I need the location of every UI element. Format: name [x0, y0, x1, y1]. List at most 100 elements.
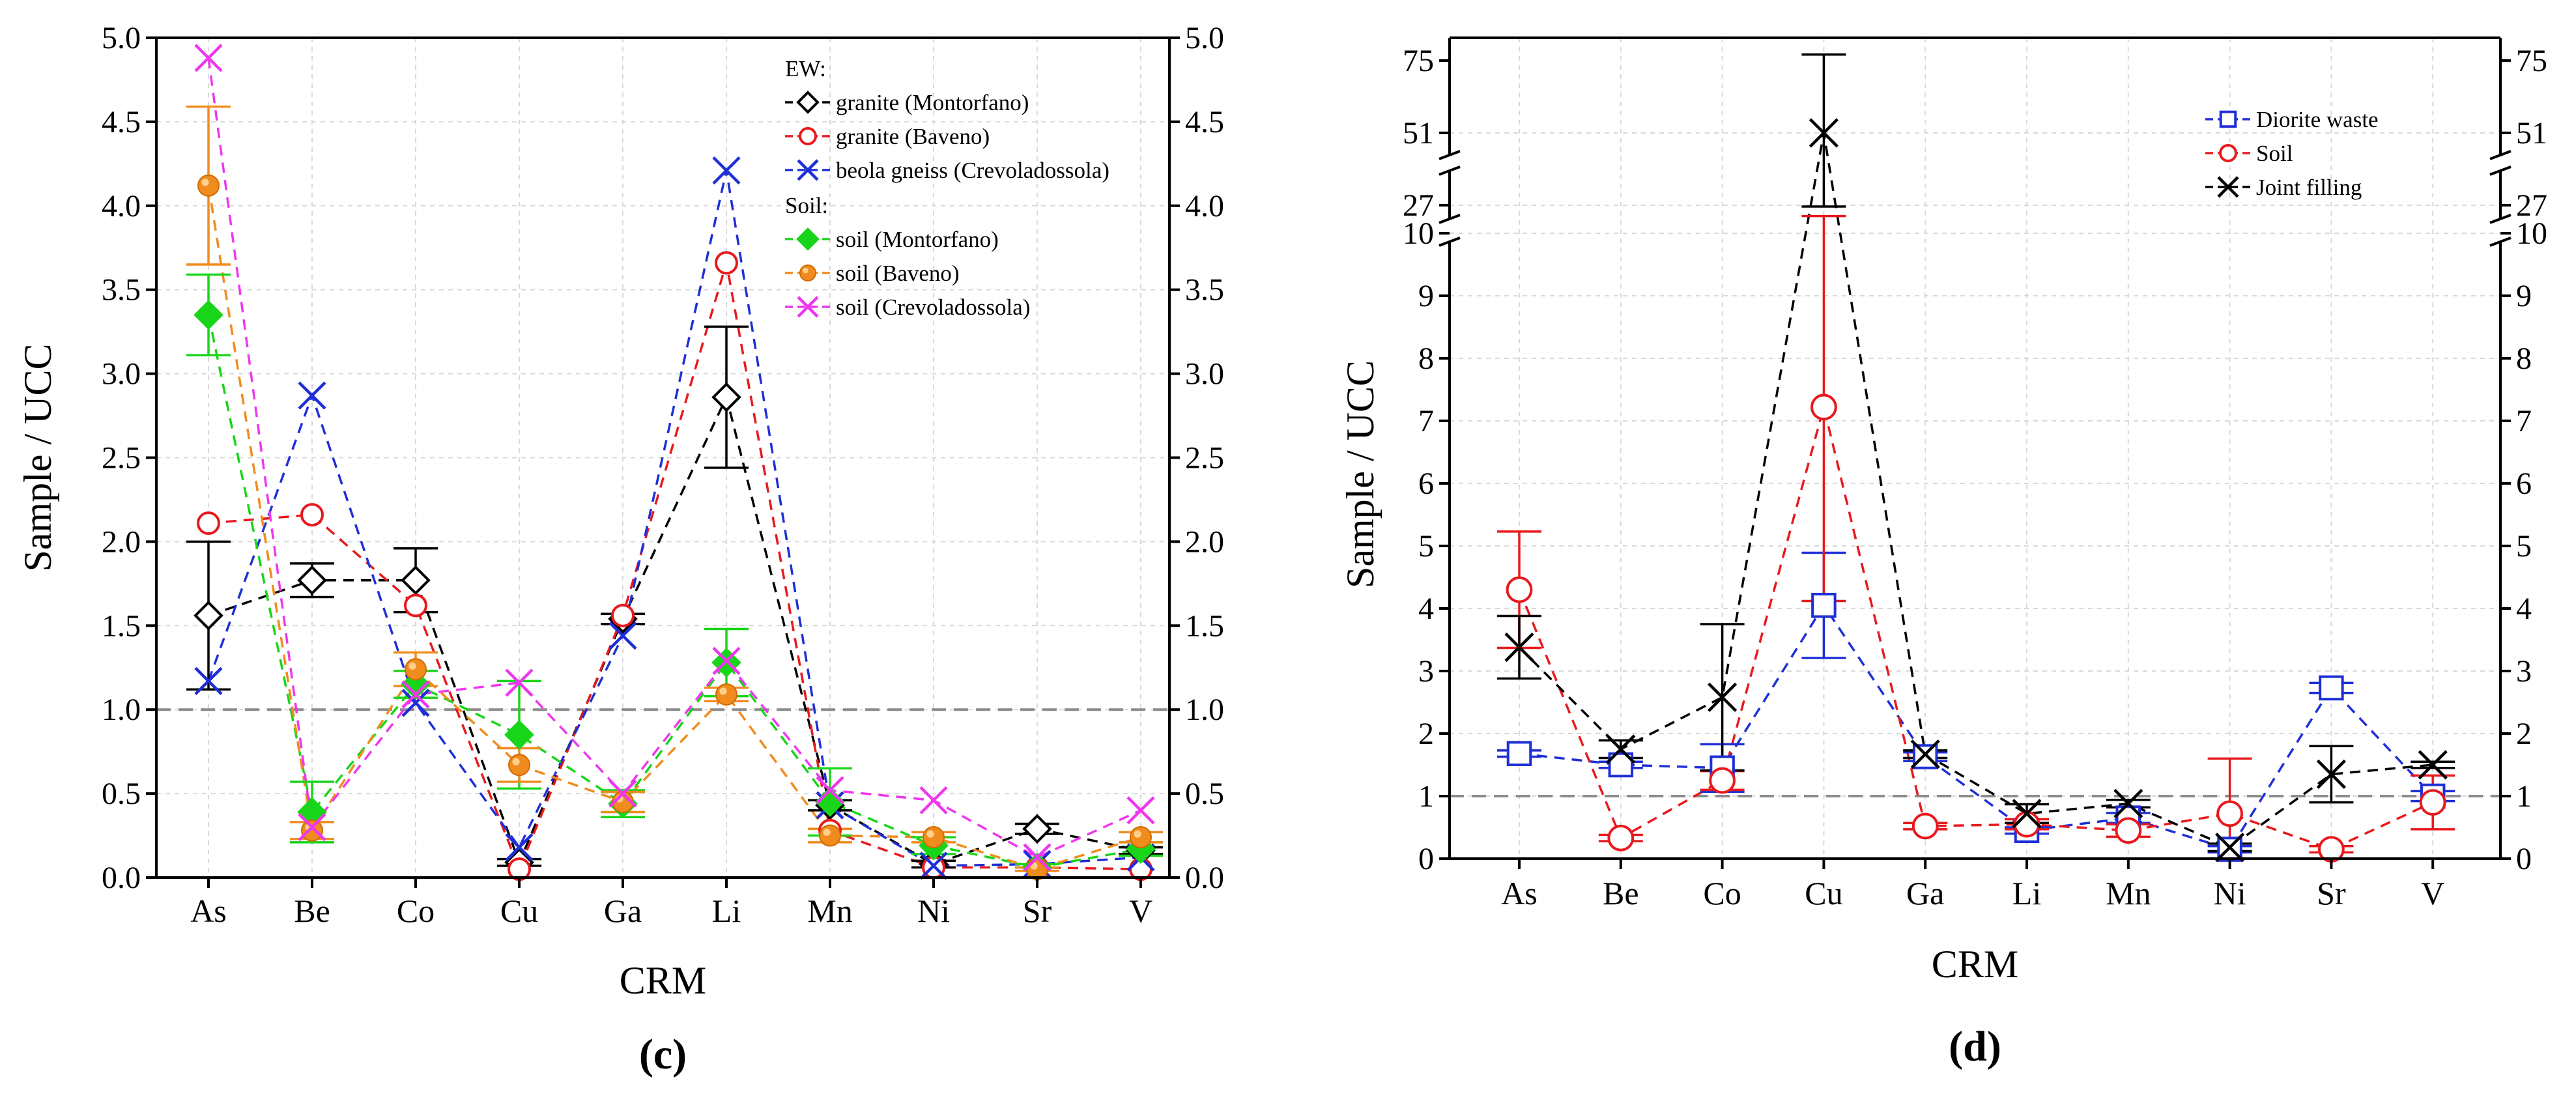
x-tick-label: Sr: [2317, 875, 2346, 911]
marker: [301, 819, 323, 842]
marker: [608, 622, 637, 650]
x-tick-label: Ni: [917, 893, 950, 929]
y-tick-label-right: 2.5: [1185, 441, 1224, 476]
y-tick-label: 0.5: [102, 777, 141, 811]
y-tick-label: 7: [1418, 404, 1434, 438]
y-tick-label-right: 4.0: [1185, 189, 1224, 223]
y-tick-label: 3.5: [102, 273, 141, 307]
y-tick-label-right: 6: [2516, 466, 2532, 501]
y-tick-label: 4.5: [102, 105, 141, 139]
legend-entry: soil (Crevoladossola): [836, 294, 1030, 320]
y-tick-label: 3: [1418, 654, 1434, 689]
y-tick-label: 1.5: [102, 608, 141, 643]
y-tick-label: 5.0: [102, 21, 141, 55]
marker: [2219, 144, 2237, 162]
marker: [715, 251, 738, 275]
x-axis-title: CRM: [1932, 943, 2018, 986]
marker: [297, 565, 327, 595]
y-tick-label: 51: [1403, 116, 1434, 150]
y-tick-label-right: 8: [2516, 341, 2532, 376]
x-tick-label: Mn: [2106, 875, 2151, 911]
y-tick-label-right: 2: [2516, 717, 2532, 751]
marker: [799, 265, 816, 281]
marker: [197, 511, 220, 536]
marker: [1606, 734, 1636, 764]
axis-break-mark: [2489, 236, 2512, 247]
marker-highlight: [926, 830, 934, 838]
series-line-2: [207, 170, 1141, 867]
series-line-5: [207, 57, 1141, 859]
marker: [197, 174, 220, 197]
legend-group-label: EW:: [785, 56, 826, 81]
y-tick-label-right: 3: [2516, 654, 2532, 689]
legend-group-label: Soil:: [785, 193, 828, 218]
marker: [401, 680, 430, 709]
marker: [1708, 682, 1738, 712]
x-tick-label: Cu: [1805, 875, 1842, 911]
y-tick-label: 6: [1418, 466, 1434, 501]
y-tick-label-right: 27: [2516, 188, 2547, 223]
marker: [2418, 750, 2448, 780]
y-tick-label: 0.0: [102, 861, 141, 895]
y-tick-label-right: 4.5: [1185, 105, 1224, 139]
marker: [1023, 843, 1052, 872]
x-tick-label: Mn: [807, 893, 852, 929]
marker: [2216, 800, 2244, 827]
marker: [1709, 767, 1736, 794]
x-tick-label: Cu: [500, 893, 538, 929]
marker: [401, 689, 430, 717]
marker: [1809, 118, 1839, 148]
y-tick-label: 3.0: [102, 357, 141, 392]
marker: [611, 603, 635, 627]
marker: [298, 813, 326, 842]
marker: [2012, 799, 2042, 829]
marker: [919, 851, 948, 880]
marker: [508, 754, 530, 777]
y-tick-label-right: 3.0: [1185, 357, 1224, 392]
marker: [194, 666, 223, 695]
series-line-4: [207, 185, 1141, 870]
marker: [1130, 826, 1152, 849]
series-line-3: [207, 315, 1141, 869]
marker: [796, 227, 820, 251]
y-tick-label-right: 9: [2516, 279, 2532, 313]
axis-break-mark: [1438, 165, 1461, 176]
marker: [608, 779, 637, 808]
y-tick-label-right: 2.0: [1185, 524, 1224, 559]
y-tick-label-right: 1.5: [1185, 608, 1224, 643]
legend-entry: granite (Baveno): [836, 124, 990, 149]
marker: [504, 720, 534, 750]
marker: [298, 381, 326, 410]
marker: [1506, 741, 1532, 766]
marker: [2013, 810, 2040, 838]
panel-c: 0.0 0.0 0.5 0.5 1.0 1.0 1.5 1.5 2.0 2.0 2.5 2.5 3.0 3…: [16, 21, 1224, 1078]
y-tick-label: 2: [1418, 717, 1434, 751]
marker: [401, 565, 431, 595]
marker: [194, 44, 223, 72]
x-tick-label: V: [1129, 893, 1152, 929]
legend-entry: Diorite waste: [2256, 107, 2379, 132]
marker: [1810, 393, 1837, 421]
marker: [819, 824, 841, 847]
marker: [715, 683, 737, 706]
marker-highlight: [1134, 830, 1141, 838]
marker-highlight: [719, 687, 727, 695]
marker: [2215, 833, 2245, 863]
marker-highlight: [512, 758, 520, 765]
y-tick-label-right: 75: [2516, 44, 2547, 78]
x-axis-title: CRM: [620, 959, 706, 1002]
axis-break-mark: [2489, 165, 2512, 176]
legend-entry: Soil: [2256, 141, 2293, 166]
marker-highlight: [823, 828, 831, 836]
y-tick-label-right: 0: [2516, 842, 2532, 876]
y-tick-label-right: 5.0: [1185, 21, 1224, 55]
x-tick-label: Li: [2012, 875, 2041, 911]
y-tick-label-right: 10: [2516, 216, 2547, 251]
marker: [712, 646, 741, 676]
x-tick-label: As: [190, 893, 227, 929]
marker: [1811, 592, 1837, 618]
y-tick-label: 4.0: [102, 189, 141, 223]
